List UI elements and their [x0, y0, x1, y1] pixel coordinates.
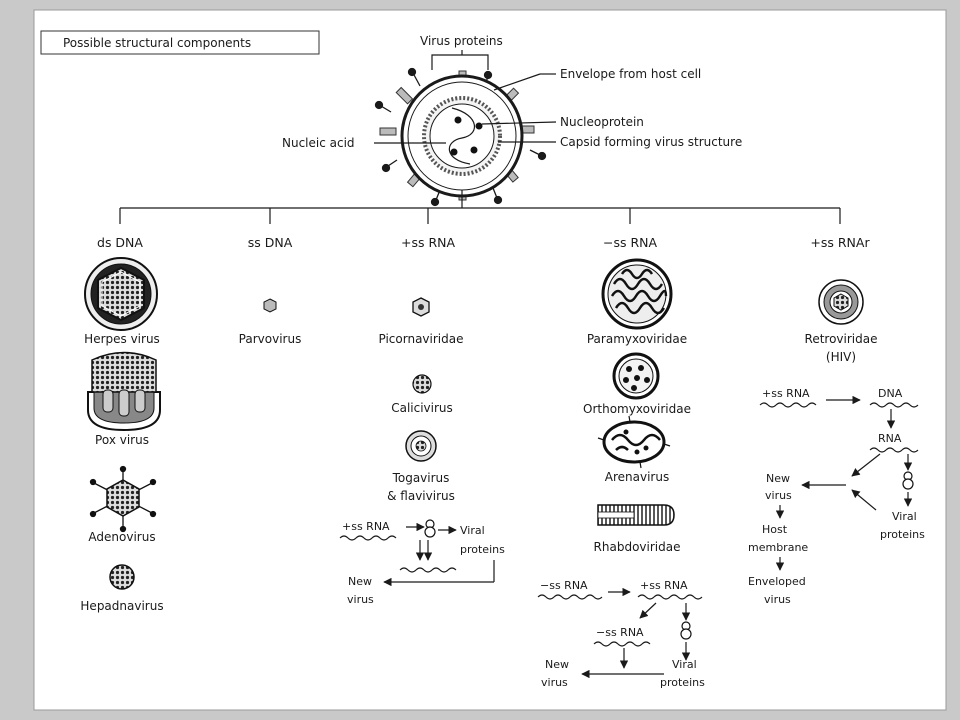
label-retroviridae: Retroviridae [805, 332, 878, 346]
label-paramyxoviridae: Paramyxoviridae [587, 332, 687, 346]
arenavirus-illustration [597, 415, 671, 469]
label-adenovirus: Adenovirus [88, 530, 155, 544]
nucleoprotein-dot [475, 122, 483, 130]
label-pox-virus: Pox virus [95, 433, 149, 447]
neg-rna-column: Paramyxoviridae Orthomyxoviridae Arenavi… [537, 258, 705, 689]
neg-flow-neg-rna: −ss RNA [540, 579, 588, 592]
label-nucleic-acid: Nucleic acid [282, 136, 355, 150]
category-pos-ss-rna: +ss RNA [401, 235, 456, 250]
neg-flow-new: New [545, 658, 569, 671]
herpes-virus-illustration [84, 257, 158, 331]
neg-flow-viral: Viral [672, 658, 697, 671]
category-ds-dna: ds DNA [97, 235, 143, 250]
pos-flow-rna-label: +ss RNA [342, 520, 390, 533]
retroviridae-illustration [818, 279, 864, 325]
label-hepadnavirus: Hepadnavirus [80, 599, 163, 613]
ribosome-icon [902, 471, 914, 490]
neg-rna-flow: −ss RNA +ss RNA −ss RNA Viral proteins N… [537, 579, 705, 689]
retro-flow-membrane: membrane [748, 541, 808, 554]
pos-flow-virus: virus [347, 593, 374, 606]
ss-dna-column: Parvovirus [239, 298, 302, 346]
retro-flow-host: Host [762, 523, 788, 536]
label-herpes-virus: Herpes virus [84, 332, 160, 346]
retro-flow-viral: Viral [892, 510, 917, 523]
label-capsid: Capsid forming virus structure [560, 135, 742, 149]
neg-flow-neg-rna-2: −ss RNA [596, 626, 644, 639]
neg-flow-pos-rna: +ss RNA [640, 579, 688, 592]
ribosome-icon [424, 519, 436, 538]
label-hiv: (HIV) [826, 350, 856, 364]
retro-flow-rna-2: RNA [878, 432, 902, 445]
category-ss-dna: ss DNA [248, 235, 293, 250]
calicivirus-illustration [412, 374, 432, 394]
retro-flow-proteins: proteins [880, 528, 925, 541]
label-parvovirus: Parvovirus [239, 332, 302, 346]
label-togavirus: Togavirus [392, 471, 450, 485]
label-arenavirus: Arenavirus [605, 470, 669, 484]
retro-flow-env-virus: virus [764, 593, 791, 606]
pos-rna-flow: +ss RNA Viral proteins New virus [339, 519, 505, 606]
title-text: Possible structural components [63, 36, 251, 50]
knob-spikes [374, 67, 547, 207]
picornaviridae-illustration [412, 297, 430, 317]
capsid-core [429, 103, 495, 169]
pos-flow-new: New [348, 575, 372, 588]
togavirus-illustration [405, 430, 437, 462]
nucleoprotein-dot [450, 148, 458, 156]
nucleoprotein-dot [454, 116, 462, 124]
label-flavivirus: & flavivirus [387, 489, 455, 503]
label-orthomyxoviridae: Orthomyxoviridae [583, 402, 691, 416]
label-virus-proteins: Virus proteins [420, 34, 503, 48]
rnar-column: Retroviridae (HIV) +ss RNA DNA RNA Viral… [748, 279, 925, 606]
label-picornaviridae: Picornaviridae [379, 332, 464, 346]
category-headers: ds DNA ss DNA +ss RNA −ss RNA +ss RNAr [97, 235, 870, 250]
ribosome-icon [680, 621, 692, 640]
retro-flow-virus: virus [765, 489, 792, 502]
category-pos-ss-rnar: +ss RNAr [810, 235, 870, 250]
retro-flow-new: New [766, 472, 790, 485]
nucleoprotein-dot [470, 146, 478, 154]
label-envelope: Envelope from host cell [560, 67, 701, 81]
parvovirus-illustration [263, 298, 277, 313]
retro-flow-enveloped: Enveloped [748, 575, 806, 588]
label-calicivirus: Calicivirus [391, 401, 453, 415]
pos-flow-viral: Viral [460, 524, 485, 537]
neg-flow-virus: virus [541, 676, 568, 689]
hepadnavirus-illustration [109, 564, 135, 590]
retro-flow-dna: DNA [878, 387, 903, 400]
nucleic-acid-strand [448, 107, 476, 165]
paramyxoviridae-illustration [601, 258, 673, 330]
retro-flow-rna: +ss RNA [762, 387, 810, 400]
pos-flow-proteins: proteins [460, 543, 505, 556]
category-neg-ss-rna: −ss RNA [603, 235, 658, 250]
title-box: Possible structural components [40, 30, 320, 55]
adenovirus-illustration [89, 465, 157, 533]
pos-rna-column: Picornaviridae Calicivirus Togavirus & f… [339, 297, 505, 606]
label-nucleoprotein: Nucleoprotein [560, 115, 644, 129]
rhabdoviridae-illustration [597, 504, 675, 526]
ds-dna-column: Herpes virus Pox virus Adenovirus [80, 257, 164, 613]
virion-model: Virus proteins Envelope from host cell N… [282, 34, 742, 207]
orthomyxoviridae-illustration [612, 352, 660, 400]
neg-flow-proteins: proteins [660, 676, 705, 689]
label-rhabdoviridae: Rhabdoviridae [594, 540, 681, 554]
category-tree [119, 190, 841, 224]
pox-virus-illustration [87, 351, 161, 432]
retro-flow: +ss RNA DNA RNA Viral proteins New virus… [748, 387, 925, 606]
